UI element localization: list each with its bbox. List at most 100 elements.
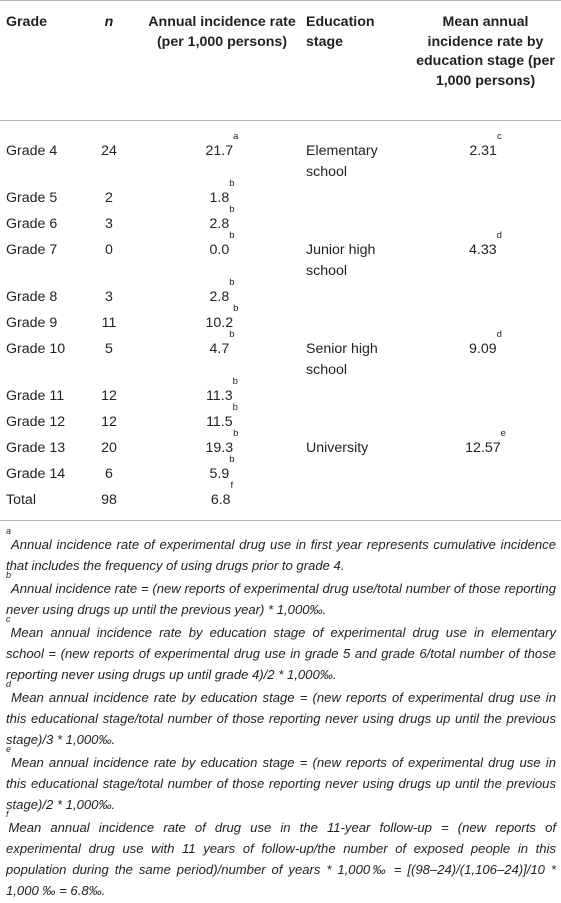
- table-row: Grade 13 20 19.3b University 12.57e: [0, 428, 561, 459]
- cell-stage-rate: 4.33d: [469, 230, 502, 258]
- table-row: Grade 14 6 5.9b: [0, 454, 561, 485]
- cell-education-stage: [302, 459, 410, 485]
- cell-annual-rate: 2.8b: [209, 277, 235, 305]
- cell-education-stage: Junior high school: [306, 242, 376, 279]
- footnote-marker: b: [229, 230, 235, 241]
- footnote-text: Annual incidence rate of experimental dr…: [6, 537, 556, 573]
- cell-education-stage: [302, 381, 410, 407]
- footnote-marker: b: [232, 376, 238, 387]
- footnote-mark: c: [6, 614, 11, 624]
- cell-grade: Grade 12: [6, 414, 66, 430]
- cell-grade: Grade 8: [6, 289, 58, 305]
- footnote-marker: b: [229, 204, 235, 215]
- cell-grade: Grade 11: [6, 388, 65, 404]
- footnote-mark: f: [6, 809, 9, 819]
- cell-n: 3: [105, 216, 113, 232]
- cell-annual-rate: 0.0b: [209, 230, 235, 258]
- table-row: Grade 11 12 11.3b: [0, 376, 561, 407]
- cell-n: 3: [105, 289, 113, 305]
- cell-n: 11: [101, 315, 117, 331]
- cell-education-stage: Elementary school: [306, 143, 378, 180]
- cell-annual-rate: 1.8b: [209, 178, 235, 206]
- cell-annual-rate: 11.5b: [206, 402, 238, 430]
- table-row: Grade 7 0 0.0b Junior high school 4.33d: [0, 230, 561, 282]
- footnote-marker: f: [230, 480, 234, 491]
- cell-education-stage: [302, 308, 410, 334]
- cell-annual-rate: 2.8b: [209, 204, 235, 232]
- header-stage-rate: Mean annual incidence rate by education …: [416, 14, 555, 89]
- table-row: Grade 10 5 4.7b Senior high school 9.09d: [0, 329, 561, 381]
- footnote-mark: d: [6, 679, 12, 689]
- footnote-c: cMean annual incidence rate by education…: [6, 615, 556, 685]
- footnote-d: dMean annual incidence rate by education…: [6, 680, 556, 750]
- cell-stage-rate: [410, 485, 561, 521]
- footnote-marker: b: [233, 303, 239, 314]
- footnote-f: fMean annual incidence rate of drug use …: [6, 810, 556, 901]
- footnote-marker: b: [229, 329, 235, 340]
- cell-grade: Grade 7: [6, 242, 58, 258]
- cell-education-stage: Senior high school: [306, 341, 378, 378]
- cell-stage-rate: 9.09d: [469, 329, 502, 357]
- cell-n: 20: [101, 440, 117, 456]
- footnote-text: Mean annual incidence rate by education …: [6, 755, 556, 812]
- cell-n: 2: [105, 190, 113, 206]
- cell-education-stage: [302, 485, 410, 521]
- footnote-mark: b: [6, 570, 12, 580]
- cell-grade: Grade 6: [6, 216, 58, 232]
- cell-grade: Grade 9: [6, 315, 58, 331]
- table-row: Grade 8 3 2.8b: [0, 277, 561, 308]
- table-row: Grade 9 11 10.2b: [0, 304, 561, 334]
- cell-stage-rate: [410, 407, 561, 433]
- footnote-marker: b: [229, 178, 235, 189]
- cell-stage-rate: [410, 282, 561, 308]
- cell-n: 0: [105, 242, 113, 258]
- cell-n: 98: [101, 492, 117, 508]
- footnote-b: bAnnual incidence rate = (new reports of…: [6, 571, 556, 620]
- cell-stage-rate: [410, 459, 561, 485]
- header-education-stage: Education stage: [306, 14, 375, 50]
- cell-n: 6: [105, 466, 113, 482]
- table-row: Grade 12 12 11.5b: [0, 402, 561, 433]
- header-n: n: [104, 14, 114, 30]
- footnote-text: Annual incidence rate = (new reports of …: [6, 581, 556, 617]
- table-row: Grade 5 2 1.8b: [0, 178, 561, 209]
- footnote-marker: a: [233, 131, 239, 142]
- cell-grade: Grade 10: [6, 341, 66, 357]
- cell-stage-rate: 12.57e: [465, 428, 506, 456]
- footnote-marker: d: [496, 329, 502, 340]
- cell-stage-rate: [410, 308, 561, 334]
- cell-grade: Grade 14: [6, 466, 66, 482]
- footnote-e: eMean annual incidence rate by education…: [6, 745, 556, 815]
- header-grade: Grade: [6, 14, 48, 30]
- cell-stage-rate: [410, 209, 561, 235]
- incidence-table: Grade n Annual incidence rate (per 1,000…: [0, 0, 561, 521]
- cell-education-stage: [302, 183, 410, 209]
- cell-n: 12: [101, 388, 117, 404]
- footnote-text: Mean annual incidence rate by education …: [6, 690, 556, 747]
- cell-annual-rate: 11.3b: [206, 376, 238, 404]
- header-row: Grade n Annual incidence rate (per 1,000…: [0, 0, 561, 121]
- table-row: Grade 6 3 2.8b: [0, 204, 561, 235]
- cell-annual-rate: 6.8f: [210, 480, 234, 508]
- footnote-marker: b: [229, 454, 235, 465]
- cell-grade: Grade 13: [6, 440, 66, 456]
- cell-annual-rate: 5.9b: [209, 454, 235, 482]
- cell-education-stage: [302, 209, 410, 235]
- table-body: Grade 4 24 21.7a Elementary school 2.31c Grad…: [0, 121, 561, 521]
- cell-n: 12: [101, 414, 117, 430]
- footnote-marker: b: [233, 428, 239, 439]
- header-annual-rate: Annual incidence rate (per 1,000 persons…: [148, 14, 296, 50]
- footnote-marker: b: [232, 402, 238, 413]
- footnote-text: Mean annual incidence rate of drug use i…: [6, 820, 556, 898]
- cell-education-stage: [302, 282, 410, 308]
- cell-grade: Grade 5: [6, 190, 58, 206]
- cell-grade: Grade 4: [6, 143, 58, 159]
- footnote-mark: a: [6, 526, 12, 536]
- footnote-a: aAnnual incidence rate of experimental d…: [6, 527, 556, 576]
- cell-stage-rate: 2.31c: [469, 131, 502, 159]
- footnote-mark: e: [6, 744, 12, 754]
- footnotes: aAnnual incidence rate of experimental d…: [6, 527, 556, 903]
- cell-n: 5: [105, 341, 113, 357]
- footnote-marker: d: [496, 230, 502, 241]
